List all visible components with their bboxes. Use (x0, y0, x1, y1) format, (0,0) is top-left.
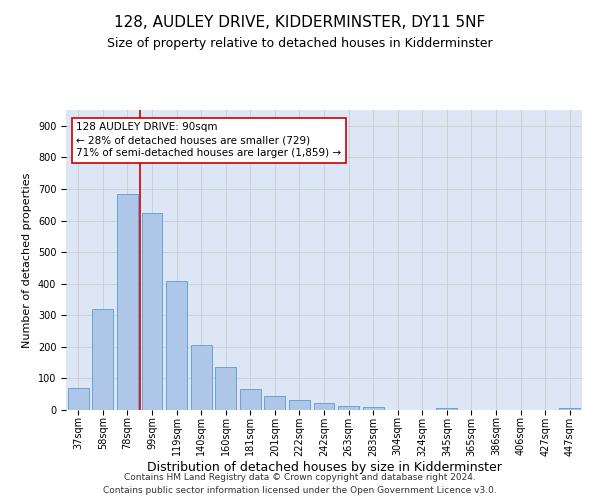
Text: Size of property relative to detached houses in Kidderminster: Size of property relative to detached ho… (107, 38, 493, 51)
Text: 128 AUDLEY DRIVE: 90sqm
← 28% of detached houses are smaller (729)
71% of semi-d: 128 AUDLEY DRIVE: 90sqm ← 28% of detache… (76, 122, 341, 158)
Bar (362, 407, 383, 410)
Bar (240, 389, 261, 410)
X-axis label: Distribution of detached houses by size in Kidderminster: Distribution of detached houses by size … (146, 462, 502, 474)
Bar (166, 280, 187, 410)
Bar (68, 388, 89, 410)
Bar (289, 400, 310, 410)
Bar (92, 309, 113, 410)
Bar (314, 403, 334, 410)
Bar (338, 406, 359, 410)
Y-axis label: Number of detached properties: Number of detached properties (22, 172, 32, 348)
Text: Contains HM Land Registry data © Crown copyright and database right 2024.
Contai: Contains HM Land Registry data © Crown c… (103, 474, 497, 495)
Bar (215, 368, 236, 410)
Bar (265, 396, 286, 410)
Bar (142, 212, 163, 410)
Bar (117, 194, 138, 410)
Bar (559, 408, 580, 410)
Bar (191, 344, 212, 410)
Text: 128, AUDLEY DRIVE, KIDDERMINSTER, DY11 5NF: 128, AUDLEY DRIVE, KIDDERMINSTER, DY11 5… (115, 15, 485, 30)
Bar (436, 408, 457, 410)
